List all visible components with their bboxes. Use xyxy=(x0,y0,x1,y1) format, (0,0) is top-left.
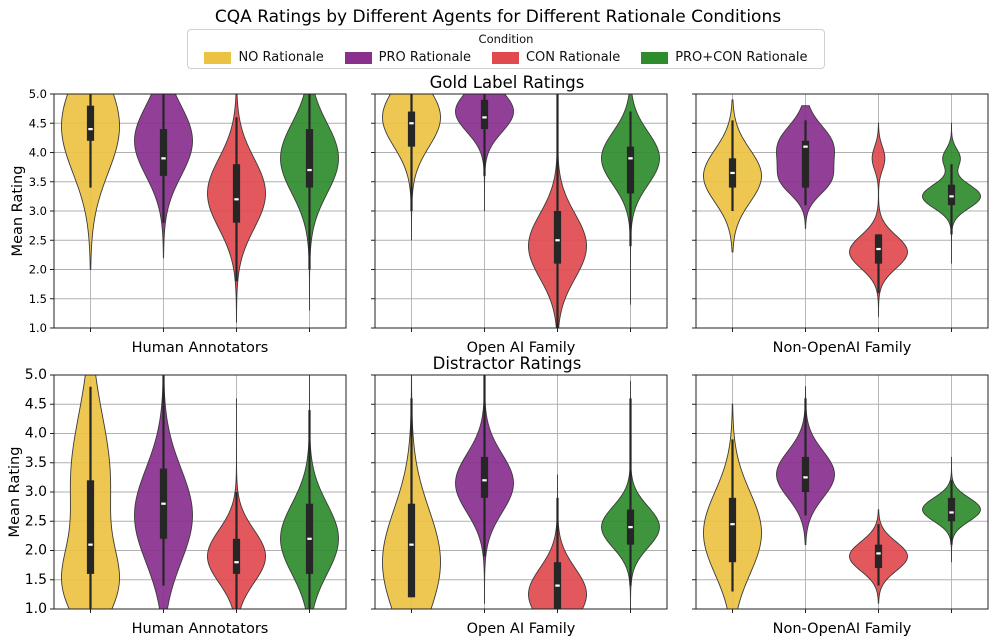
row-title-gold: Gold Label Ratings xyxy=(430,73,585,92)
violin-iqr-box xyxy=(86,105,95,141)
legend-item-pro-rationale: PRO Rationale xyxy=(344,50,472,65)
violin-iqr-box xyxy=(626,146,635,194)
violin-iqr-box xyxy=(86,480,95,574)
violin-group xyxy=(382,94,660,328)
row-title-distractor: Distractor Ratings xyxy=(433,354,582,373)
y-tick-label: 5.0 xyxy=(29,87,47,101)
violin-group xyxy=(61,375,339,609)
violin-iqr-box xyxy=(874,544,883,569)
y-tick-label: 3.0 xyxy=(29,204,47,218)
violin-group xyxy=(703,386,981,609)
legend-items: NO Rationale PRO Rationale CON Rationale… xyxy=(188,50,824,65)
y-tick-label: 2.5 xyxy=(25,513,47,529)
legend-swatch-con-rationale xyxy=(491,51,519,64)
legend-item-pro-con-rationale: PRO+CON Rationale xyxy=(641,50,808,65)
violin-iqr-box xyxy=(947,497,956,522)
y-tick-label: 3.5 xyxy=(29,175,47,189)
y-tick-label: 1.5 xyxy=(25,572,47,588)
y-tick-label: 5.0 xyxy=(25,367,47,383)
x-axis-label: Non-OpenAI Family xyxy=(773,340,912,356)
y-tick-label: 4.5 xyxy=(29,116,47,130)
legend-item-con-rationale: CON Rationale xyxy=(491,50,621,65)
y-axis-label: Mean Rating xyxy=(10,166,26,257)
violin-con-rationale xyxy=(849,122,908,317)
violin-group xyxy=(382,375,660,609)
violin-group xyxy=(703,99,981,317)
legend-item-no-rationale: NO Rationale xyxy=(204,50,324,65)
violin-iqr-box xyxy=(480,99,489,130)
y-tick-label: 4.0 xyxy=(29,146,47,160)
y-tick-label: 1.0 xyxy=(29,321,47,335)
violin-iqr-box xyxy=(480,456,489,498)
x-axis-label: Non-OpenAI Family xyxy=(773,621,912,637)
violin-iqr-box xyxy=(305,129,314,188)
y-tick-label: 3.5 xyxy=(25,455,47,471)
legend-swatch-pro-rationale xyxy=(344,51,372,64)
y-tick-label: 1.5 xyxy=(29,292,47,306)
violin-iqr-box xyxy=(407,503,416,598)
y-axis-label: Mean Rating xyxy=(7,447,23,538)
legend: Condition NO Rationale PRO Rationale CON… xyxy=(187,29,825,69)
legend-swatch-no-rationale xyxy=(204,51,232,64)
y-tick-label: 2.0 xyxy=(29,263,47,277)
violin-iqr-box xyxy=(728,497,737,563)
violin-iqr-box xyxy=(801,456,810,492)
y-tick-label: 1.0 xyxy=(25,601,47,617)
legend-swatch-pro-con-rationale xyxy=(641,51,669,64)
legend-label: PRO+CON Rationale xyxy=(675,50,808,65)
legend-label: PRO Rationale xyxy=(378,50,472,65)
violin-iqr-box xyxy=(232,164,241,223)
y-tick-label: 4.5 xyxy=(25,396,47,412)
legend-label: CON Rationale xyxy=(525,50,621,65)
legend-title: Condition xyxy=(478,32,534,46)
x-axis-label: Open AI Family xyxy=(467,340,576,356)
y-tick-label: 4.0 xyxy=(25,426,47,442)
x-axis-label: Open AI Family xyxy=(467,621,576,637)
x-axis-label: Human Annotators xyxy=(132,621,269,637)
violin-iqr-box xyxy=(159,129,168,176)
violin-iqr-box xyxy=(407,111,416,147)
figure-title: CQA Ratings by Different Agents for Diff… xyxy=(215,7,781,27)
legend-label: NO Rationale xyxy=(238,50,324,65)
violin-iqr-box xyxy=(947,184,956,206)
x-axis-label: Human Annotators xyxy=(132,340,269,356)
violin-group xyxy=(61,94,339,323)
violin-iqr-box xyxy=(232,538,241,574)
y-tick-label: 2.0 xyxy=(25,543,47,559)
violin-iqr-box xyxy=(801,140,810,188)
y-tick-label: 2.5 xyxy=(29,233,47,247)
violin-iqr-box xyxy=(553,211,562,264)
y-tick-label: 3.0 xyxy=(25,484,47,500)
